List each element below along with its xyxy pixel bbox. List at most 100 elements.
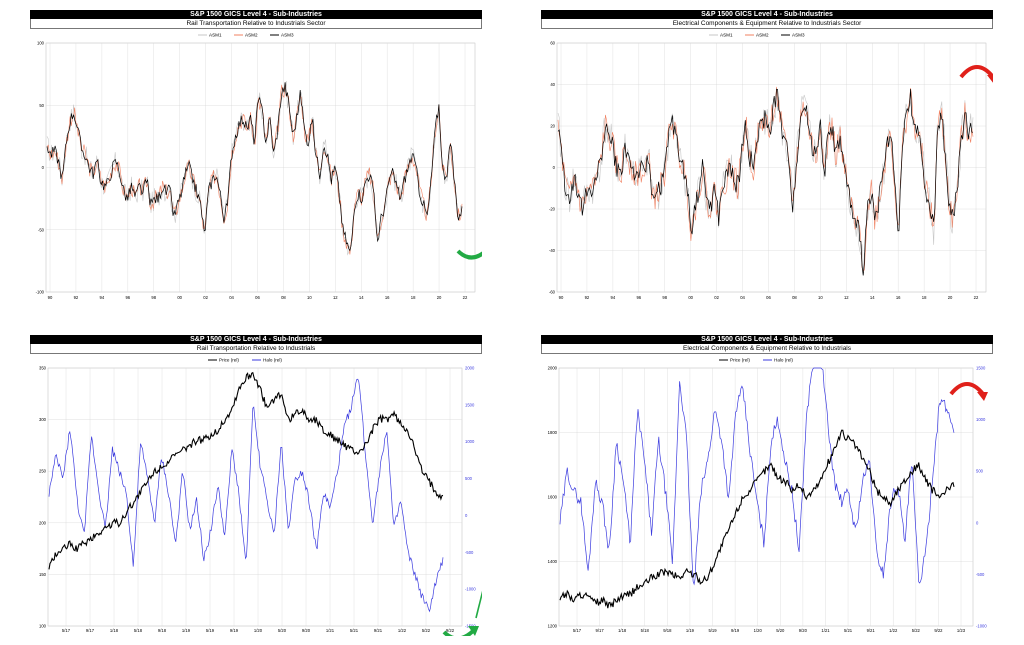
x-tick-label: 12 — [844, 295, 849, 300]
x-tick-label: 5/20 — [776, 628, 785, 633]
series-line-halo — [48, 378, 444, 613]
x-tick-label: 98 — [151, 295, 156, 300]
y-tick-label-right: 1500 — [465, 402, 475, 407]
x-tick-label: 1/21 — [821, 628, 830, 633]
series-line-asm3 — [557, 88, 973, 276]
x-tick-label: 92 — [585, 295, 590, 300]
x-tick-label: 94 — [611, 295, 616, 300]
x-tick-label: 5/18 — [134, 628, 143, 633]
y-tick-label-left: 250 — [39, 469, 47, 474]
x-tick-label: 9/21 — [867, 628, 876, 633]
x-tick-label: 5/19 — [708, 628, 717, 633]
x-tick-label: 1/22 — [398, 628, 407, 633]
x-tick-label: 9/22 — [446, 628, 455, 633]
x-tick-label: 16 — [385, 295, 390, 300]
arrowhead-icon — [977, 392, 988, 401]
x-tick-label: 9/20 — [799, 628, 808, 633]
y-tick-label-left: 200 — [39, 520, 47, 525]
chart-panel-electrical-price-halo: S&P 1500 GICS Level 4 - Sub-Industries E… — [541, 335, 993, 635]
x-tick-label: 96 — [125, 295, 130, 300]
x-tick-label: 90 — [559, 295, 564, 300]
series-line-price — [559, 429, 955, 609]
x-tick-label: 00 — [688, 295, 693, 300]
series-line-halo — [559, 367, 955, 586]
panel-header: S&P 1500 GICS Level 4 - Sub-Industries — [541, 10, 993, 19]
y-tick-label-right: 1000 — [465, 439, 475, 444]
panel-header: S&P 1500 GICS Level 4 - Sub-Industries — [541, 335, 993, 344]
x-tick-label: 02 — [714, 295, 719, 300]
x-tick-label: 94 — [100, 295, 105, 300]
y-tick-label: -60 — [549, 290, 556, 295]
legend-label: ASM1 — [720, 33, 733, 38]
chart-panel-rail-price-halo: S&P 1500 GICS Level 4 - Sub-Industries R… — [30, 335, 482, 636]
y-tick-label-right: 0 — [976, 520, 979, 525]
panel-subtitle: Rail Transportation Relative to Industri… — [30, 19, 482, 29]
chart-panel-rail-asm: S&P 1500 GICS Level 4 - Sub-Industries R… — [30, 10, 482, 300]
x-tick-label: 9/21 — [374, 628, 383, 633]
y-tick-label: -50 — [38, 227, 45, 232]
x-tick-label: 1/22 — [889, 628, 898, 633]
panel-header: S&P 1500 GICS Level 4 - Sub-Industries — [30, 335, 482, 344]
legend: Price (rel) Halo (rel) — [208, 358, 282, 363]
x-tick-label: 04 — [740, 295, 745, 300]
x-tick-label: 20 — [948, 295, 953, 300]
x-tick-label: 5/17 — [573, 628, 582, 633]
x-tick-label: 02 — [203, 295, 208, 300]
x-tick-label: 16 — [896, 295, 901, 300]
y-tick-label-left: 350 — [39, 366, 47, 371]
legend-label: ASM1 — [209, 33, 222, 38]
panel-subtitle: Rail Transportation Relative to Industri… — [30, 344, 482, 354]
y-tick-label-left: 150 — [39, 572, 47, 577]
series-line-asm1 — [46, 80, 463, 256]
legend: ASM1 ASM2 ASM3 — [198, 33, 294, 38]
x-tick-label: 98 — [662, 295, 667, 300]
x-tick-label: 04 — [229, 295, 234, 300]
x-tick-label: 5/19 — [206, 628, 215, 633]
x-tick-label: 9/17 — [596, 628, 605, 633]
x-tick-label: 08 — [792, 295, 797, 300]
y-tick-label: 0 — [553, 165, 556, 170]
y-tick-label-right: -500 — [976, 572, 985, 577]
legend-label: ASM3 — [792, 33, 805, 38]
plot-frame — [47, 367, 463, 627]
series-line-asm2 — [557, 86, 974, 272]
x-tick-label: 1/20 — [254, 628, 263, 633]
panel-header: S&P 1500 GICS Level 4 - Sub-Industries — [30, 10, 482, 19]
curved-arrow-icon — [959, 65, 993, 79]
arrowhead-icon — [987, 75, 993, 83]
curved-arrow-icon — [442, 628, 476, 636]
chart-panel-electrical-asm: S&P 1500 GICS Level 4 - Sub-Industries E… — [541, 10, 993, 300]
x-tick-label: 10 — [818, 295, 823, 300]
y-tick-label: 100 — [37, 41, 45, 46]
x-tick-label: 9/18 — [158, 628, 167, 633]
x-tick-label: 1/23 — [957, 628, 966, 633]
y-tick-label-left: 100 — [39, 624, 47, 629]
y-tick-label-left: 1200 — [548, 624, 558, 629]
x-tick-label: 00 — [177, 295, 182, 300]
x-tick-label: 12 — [333, 295, 338, 300]
x-tick-label: 9/22 — [934, 628, 943, 633]
y-tick-label-left: 1400 — [548, 559, 558, 564]
x-tick-label: 22 — [974, 295, 979, 300]
x-tick-label: 5/22 — [912, 628, 921, 633]
x-tick-label: 90 — [48, 295, 53, 300]
x-tick-label: 5/18 — [641, 628, 650, 633]
chart-area: Price (rel) Halo (rel) 2000 1800 1600 1400 120… — [548, 358, 988, 633]
y-tick-label-right: 0 — [465, 513, 468, 518]
curved-arrow-icon — [456, 249, 482, 260]
legend: ASM1 ASM2 ASM3 — [709, 33, 805, 38]
y-tick-label: -40 — [549, 248, 556, 253]
x-tick-label: 5/21 — [844, 628, 853, 633]
x-tick-label: 5/17 — [62, 628, 71, 633]
y-tick-label: 20 — [550, 124, 555, 129]
x-tick-label: 18 — [411, 295, 416, 300]
x-tick-label: 10 — [307, 295, 312, 300]
y-tick-label: -100 — [36, 290, 45, 295]
x-tick-label: 1/20 — [754, 628, 763, 633]
series-line-asm1 — [557, 94, 974, 275]
legend-label: Halo (rel) — [774, 358, 793, 363]
legend-label: ASM2 — [245, 33, 258, 38]
y-tick-label: 50 — [39, 103, 44, 108]
arrowhead-icon — [468, 626, 479, 636]
